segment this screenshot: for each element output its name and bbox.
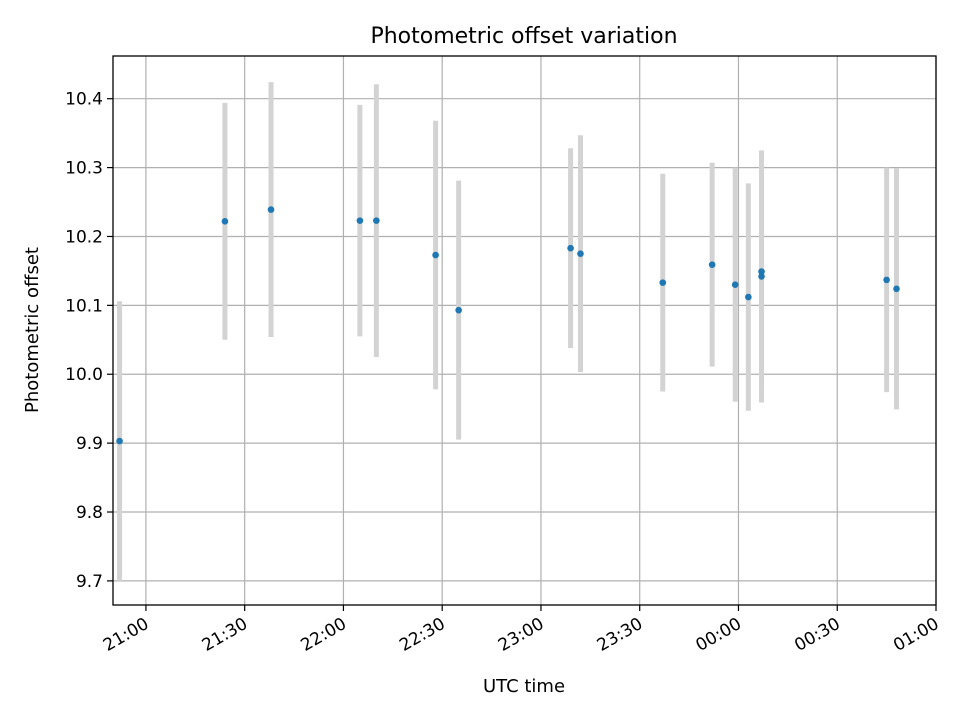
y-axis-label: Photometric offset [22,247,43,413]
x-axis-ticks: 21:00 21:30 22:00 22:30 23:00 23:30 00:00 00:30… [100,605,943,656]
data-point [373,217,380,224]
data-point [883,276,890,284]
y-tick-label: 9.7 [76,572,103,592]
data-point [659,279,667,286]
grid [113,56,937,605]
data-point [267,206,275,213]
y-tick-label: 10.4 [65,90,103,110]
data-point [893,285,900,293]
errorbars [117,82,899,581]
y-tick-label: 9.9 [76,434,103,454]
data-point [567,244,574,252]
y-tick-label: 10.3 [65,159,103,179]
data-point [758,273,765,280]
x-tick-label: 23:00 [495,614,547,656]
data-point [455,306,462,314]
data-point [432,251,439,259]
data-point [758,268,765,275]
y-tick-label: 10.2 [65,227,103,247]
x-tick-label: 22:00 [298,614,350,656]
x-tick-label: 00:30 [791,614,843,656]
x-tick-label: 00:00 [693,614,745,656]
x-tick-label: 01:00 [890,614,942,656]
x-tick-label: 22:30 [396,614,448,656]
y-tick-label: 10.0 [65,365,103,385]
plot-frame [112,55,937,606]
x-tick-label: 21:00 [100,614,152,656]
x-axis-label: UTC time [483,676,565,697]
x-tick-label: 23:30 [594,614,646,656]
data-point [356,217,364,224]
data-point [577,250,584,257]
data-points [116,206,900,445]
data-point [221,218,229,225]
data-point [745,293,752,301]
chart-title: Photometric offset variation [370,24,677,49]
data-point [708,261,716,269]
x-tick-label: 21:30 [199,614,251,656]
y-axis-ticks: 9.7 9.8 9.9 10.0 10.1 10.2 10.3 10.4 [65,90,113,592]
data-point [116,437,123,445]
data-point [731,281,739,288]
y-tick-label: 9.8 [76,503,103,523]
y-tick-label: 10.1 [65,296,103,316]
